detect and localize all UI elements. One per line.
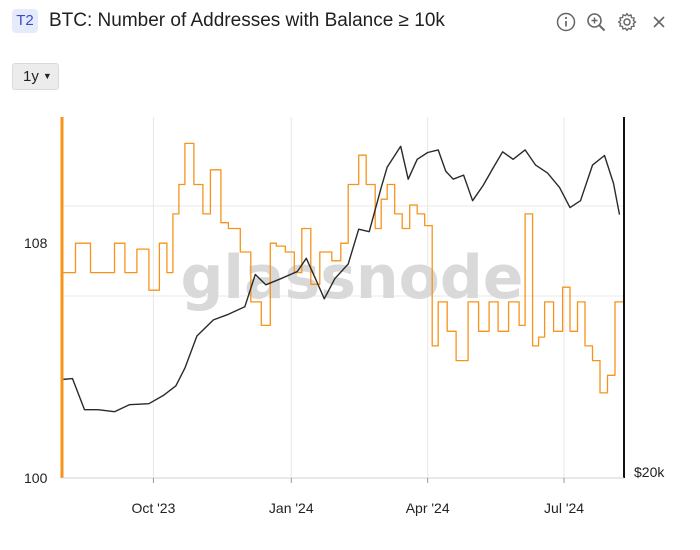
range-select[interactable]: 1y ▼ bbox=[12, 63, 59, 90]
zoom-in-icon[interactable] bbox=[585, 11, 607, 33]
x-tick-label: Oct '23 bbox=[131, 500, 175, 516]
y2-tick-label: $20k bbox=[634, 464, 665, 480]
y-tick-label: 108 bbox=[24, 235, 48, 251]
axes: 100 108 $20k Oct '23 Jan '24 Apr '24 Jul '24 bbox=[24, 117, 665, 516]
x-tick-label: Jul '24 bbox=[544, 500, 584, 516]
y-tick-label: 100 bbox=[24, 470, 48, 486]
chart-title: BTC: Number of Addresses with Balance ≥ … bbox=[49, 10, 445, 31]
tier-badge: T2 bbox=[12, 9, 38, 33]
chevron-down-icon: ▼ bbox=[42, 71, 52, 81]
series-line-black bbox=[61, 145, 621, 413]
range-label: 1y bbox=[23, 68, 39, 85]
gear-icon[interactable] bbox=[616, 11, 638, 33]
info-icon[interactable] bbox=[555, 11, 577, 33]
close-icon[interactable] bbox=[648, 11, 670, 33]
series-line-orange bbox=[62, 142, 625, 394]
x-tick-label: Apr '24 bbox=[406, 500, 450, 516]
chart-header: T2 BTC: Number of Addresses with Balance… bbox=[0, 0, 700, 44]
watermark: glassnode bbox=[180, 243, 523, 313]
grid bbox=[62, 117, 624, 478]
plot-area[interactable] bbox=[61, 142, 625, 413]
x-tick-label: Jan '24 bbox=[269, 500, 314, 516]
